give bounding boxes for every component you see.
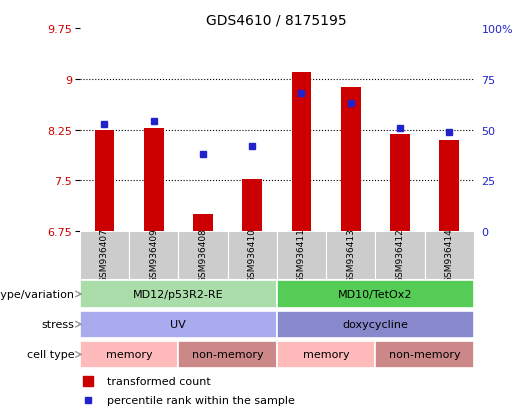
Bar (178, 341, 277, 368)
Bar (439, 140, 459, 232)
Bar (80, 341, 178, 368)
Bar (375, 341, 474, 368)
Bar (193, 215, 213, 232)
Bar (80, 311, 277, 338)
Bar (424, 232, 474, 279)
Text: memory: memory (106, 349, 152, 360)
Bar (129, 232, 178, 279)
Bar (277, 341, 375, 368)
Text: GSM936410: GSM936410 (248, 228, 256, 283)
Text: non-memory: non-memory (192, 349, 263, 360)
Bar (80, 232, 129, 279)
Text: GSM936413: GSM936413 (346, 228, 355, 283)
Bar (243, 180, 262, 232)
Text: MD12/p53R2-RE: MD12/p53R2-RE (133, 289, 224, 299)
Text: GSM936407: GSM936407 (100, 228, 109, 283)
Title: GDS4610 / 8175195: GDS4610 / 8175195 (207, 14, 347, 28)
Text: GSM936412: GSM936412 (396, 228, 404, 283)
Text: non-memory: non-memory (389, 349, 460, 360)
Bar (375, 232, 424, 279)
Bar (277, 232, 326, 279)
Bar (277, 281, 474, 308)
Bar (341, 88, 360, 232)
Text: GSM936409: GSM936409 (149, 228, 158, 283)
Text: GSM936408: GSM936408 (198, 228, 208, 283)
Text: GSM936411: GSM936411 (297, 228, 306, 283)
Bar (390, 135, 410, 232)
Text: percentile rank within the sample: percentile rank within the sample (108, 395, 295, 405)
Bar (144, 128, 164, 232)
Bar (228, 232, 277, 279)
Text: transformed count: transformed count (108, 376, 211, 386)
Bar (95, 131, 114, 232)
Bar (277, 311, 474, 338)
Text: MD10/TetOx2: MD10/TetOx2 (338, 289, 413, 299)
Bar (80, 281, 277, 308)
Bar (291, 73, 311, 232)
Text: doxycycline: doxycycline (342, 319, 408, 330)
Text: GSM936414: GSM936414 (444, 228, 454, 283)
Text: memory: memory (303, 349, 349, 360)
Text: cell type: cell type (27, 349, 75, 360)
Bar (326, 232, 375, 279)
Text: UV: UV (170, 319, 186, 330)
Text: genotype/variation: genotype/variation (0, 289, 75, 299)
Text: stress: stress (42, 319, 75, 330)
Bar (178, 232, 228, 279)
